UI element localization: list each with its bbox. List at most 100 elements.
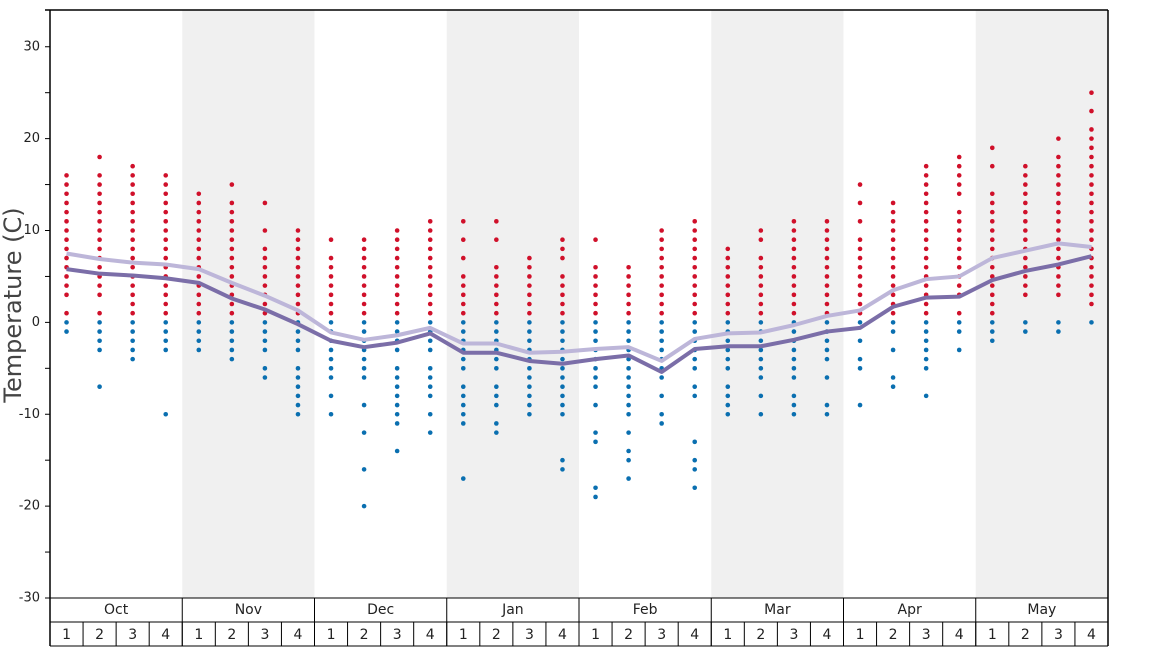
temperature-dot	[560, 457, 565, 463]
temperature-dot	[593, 494, 598, 500]
temperature-dot	[824, 264, 830, 270]
temperature-dot	[361, 366, 367, 371]
temperature-dot	[361, 237, 367, 242]
week-label: 4	[294, 627, 303, 643]
temperature-dot	[725, 283, 731, 288]
temperature-dot	[494, 320, 499, 325]
temperature-dot	[328, 283, 334, 288]
temperature-dot	[1023, 283, 1028, 288]
temperature-dot	[460, 329, 466, 334]
temperature-dot	[229, 310, 235, 316]
temperature-dot	[560, 402, 565, 408]
temperature-dot	[130, 255, 135, 261]
temperature-dot	[956, 191, 962, 197]
temperature-dot	[1023, 163, 1028, 169]
temperature-dot	[758, 292, 764, 298]
week-label: 2	[95, 627, 104, 643]
week-label: 2	[889, 627, 898, 643]
temperature-dot	[527, 384, 532, 389]
temperature-dot	[857, 366, 863, 371]
temperature-dot	[626, 292, 631, 298]
temperature-dot	[163, 338, 169, 344]
temperature-dot	[295, 393, 301, 399]
temperature-dot	[527, 320, 532, 325]
temperature-dot	[956, 320, 962, 325]
temperature-dot	[791, 329, 797, 334]
temperature-dot	[64, 173, 69, 178]
temperature-dot	[427, 283, 433, 288]
temperature-dot	[394, 264, 400, 270]
temperature-dot	[394, 237, 400, 242]
temperature-dot	[824, 255, 830, 261]
temperature-dot	[593, 338, 598, 344]
temperature-dot	[427, 375, 433, 380]
temperature-dot	[989, 283, 995, 288]
temperature-dot	[163, 255, 169, 261]
temperature-dot	[692, 292, 698, 298]
month-band	[975, 10, 1108, 598]
temperature-dot	[857, 246, 863, 252]
temperature-dot	[626, 402, 631, 408]
temperature-dot	[560, 237, 565, 242]
temperature-dot	[692, 301, 698, 307]
temperature-dot	[427, 393, 433, 399]
temperature-dot	[659, 283, 664, 288]
y-tick-label: -30	[19, 591, 40, 606]
temperature-dot	[626, 310, 631, 316]
temperature-dot	[824, 237, 830, 242]
temperature-dot	[758, 274, 764, 279]
temperature-dot	[692, 457, 698, 463]
temperature-dot	[989, 338, 995, 344]
temperature-dot	[328, 255, 334, 261]
temperature-dot	[956, 329, 962, 334]
temperature-dot	[295, 375, 301, 380]
temperature-dot	[361, 283, 367, 288]
temperature-dot	[394, 448, 400, 454]
temperature-dot	[64, 329, 69, 334]
temperature-dot	[593, 264, 598, 270]
temperature-dot	[923, 320, 929, 325]
temperature-dot	[163, 200, 169, 206]
week-label: 1	[194, 627, 203, 643]
temperature-dot	[890, 347, 896, 353]
temperature-dot	[791, 228, 797, 233]
week-label: 3	[657, 627, 666, 643]
temperature-dot	[659, 393, 664, 399]
temperature-dot	[229, 246, 235, 252]
temperature-dot	[956, 246, 962, 252]
temperature-dot	[725, 301, 731, 307]
temperature-dot	[890, 283, 896, 288]
week-label: 3	[260, 627, 269, 643]
temperature-dot	[130, 200, 135, 206]
temperature-dot	[1056, 329, 1061, 334]
temperature-dot	[956, 310, 962, 316]
temperature-dot	[494, 366, 499, 371]
temperature-dot	[857, 255, 863, 261]
temperature-dot	[394, 301, 400, 307]
temperature-dot	[1089, 228, 1094, 233]
temperature-dot	[923, 393, 929, 399]
temperature-dot	[626, 430, 631, 435]
temperature-dot	[460, 237, 466, 242]
temperature-dot	[1089, 264, 1094, 270]
temperature-dot	[64, 200, 69, 206]
temperature-dot	[196, 301, 202, 307]
temperature-dot	[626, 384, 631, 389]
temperature-dot	[692, 393, 698, 399]
temperature-dot	[328, 237, 334, 242]
temperature-dot	[229, 301, 235, 307]
temperature-dot	[163, 411, 169, 417]
temperature-dot	[295, 347, 301, 353]
temperature-dot	[626, 476, 631, 481]
temperature-dot	[229, 200, 235, 206]
week-label: 2	[360, 627, 369, 643]
temperature-dot	[692, 329, 698, 334]
temperature-dot	[890, 219, 896, 224]
temperature-dot	[460, 320, 466, 325]
temperature-dot	[857, 274, 863, 279]
temperature-dot	[130, 163, 135, 169]
temperature-dot	[394, 228, 400, 233]
week-label: 1	[591, 627, 600, 643]
temperature-dot	[427, 264, 433, 270]
